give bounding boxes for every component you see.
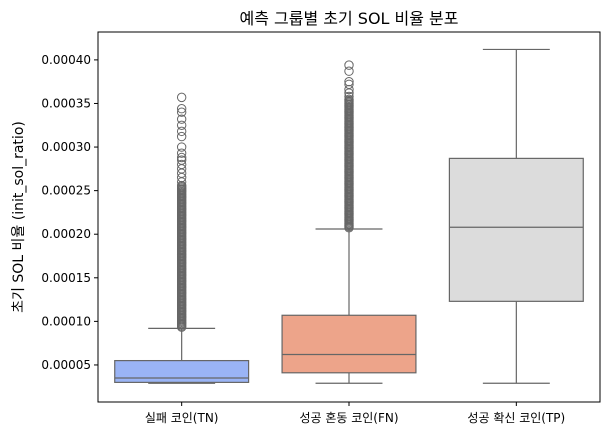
outlier-point	[176, 152, 187, 163]
outlier-point	[176, 142, 187, 152]
outlier-point	[176, 107, 187, 117]
outlier-point	[176, 159, 187, 170]
outlier-point	[176, 155, 187, 165]
outlier-point	[344, 76, 354, 87]
y-tick-label: 0.00030	[41, 140, 91, 154]
box-iqr	[114, 359, 250, 383]
plot-frame	[97, 31, 601, 403]
y-tick-label: 0.00040	[41, 53, 91, 67]
outlier-point	[344, 66, 354, 76]
y-tick-label: 0.00015	[41, 271, 91, 285]
outlier-point	[176, 126, 187, 137]
outlier-point	[344, 91, 354, 102]
y-tick-label: 0.00005	[41, 358, 91, 372]
y-tick-label: 0.00010	[41, 314, 91, 328]
outlier-point	[176, 92, 187, 103]
box-iqr	[281, 314, 417, 374]
plot-area: 0.00005 0.00010 0.00015 0.00020 0.00025 0.000…	[41, 48, 584, 425]
x-tick-label: 성공 혼동 코인(FN)	[299, 411, 398, 425]
outlier-point	[176, 148, 187, 158]
y-axis-label: 초기 SOL 비율 (init_sol_ratio)	[11, 121, 27, 313]
outlier-point	[176, 131, 187, 142]
x-tick-label: 성공 확신 코인(TP)	[467, 411, 565, 425]
outlier-point	[344, 60, 354, 70]
chart-title: 예측 그룹별 초기 SOL 비율 분포	[239, 9, 458, 28]
outlier-point	[344, 79, 354, 89]
outlier-point	[176, 120, 187, 130]
x-tick-label: 실패 코인(TN)	[145, 411, 219, 425]
box-iqr	[448, 157, 584, 302]
outlier-point	[344, 94, 354, 105]
outlier-point	[176, 104, 187, 114]
y-tick-label: 0.00020	[41, 227, 91, 241]
y-tick-label: 0.00035	[41, 96, 91, 110]
y-tick-label: 0.00025	[41, 184, 91, 198]
outlier-point	[176, 114, 187, 124]
outlier-point	[344, 84, 354, 95]
